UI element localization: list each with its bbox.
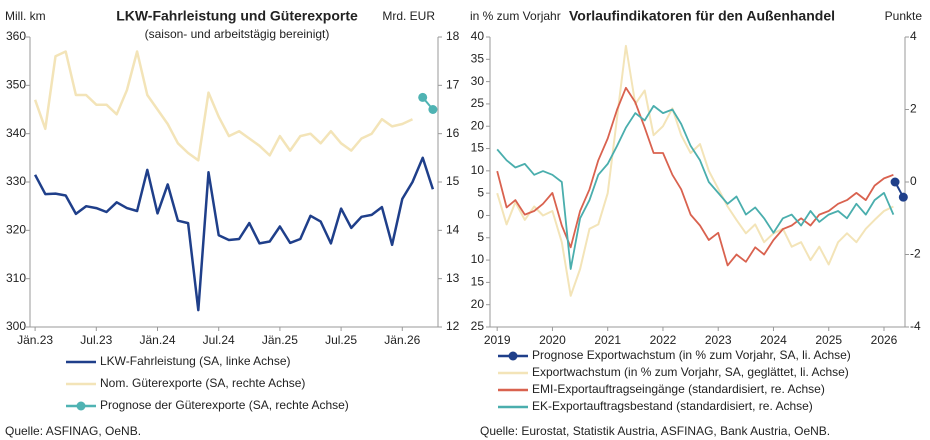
legend-marker <box>76 401 86 411</box>
x-tick-label: 2021 <box>594 333 621 347</box>
chart-title: LKW-Fahrleistung und Güterexporte <box>116 8 358 24</box>
x-tick-label: 2024 <box>760 333 787 347</box>
y-tick-label: 320 <box>6 223 26 237</box>
y-tick-label: 35 <box>471 51 485 65</box>
x-tick-label: 2025 <box>815 333 842 347</box>
y2-tick-label: 14 <box>446 223 460 237</box>
x-tick-label: 2026 <box>871 333 898 347</box>
y-tick-label: 10 <box>471 163 485 177</box>
y2-tick-label: 16 <box>446 126 460 140</box>
y-tick-label: 350 <box>6 78 26 92</box>
x-tick-label: Jän.23 <box>17 333 53 347</box>
y-tick-label: 310 <box>6 271 26 285</box>
y2-tick-label: 4 <box>910 29 917 43</box>
y2-axis-label: Mrd. EUR <box>382 9 435 23</box>
legend-label: LKW-Fahrleistung (SA, linke Achse) <box>100 354 291 368</box>
series-line <box>496 44 894 297</box>
y-tick-label: 40 <box>471 29 485 43</box>
series-point <box>898 192 908 202</box>
y2-tick-label: 12 <box>446 319 460 333</box>
source-note: Quelle: Eurostat, Statistik Austria, ASF… <box>480 424 830 438</box>
x-tick-label: Jul.23 <box>80 333 112 347</box>
y-tick-label: 20 <box>471 118 485 132</box>
y-tick-label: 15 <box>471 275 485 289</box>
y-tick-label: 15 <box>471 141 485 155</box>
y-tick-label: 30 <box>471 74 485 88</box>
x-tick-label: Jän.25 <box>262 333 298 347</box>
series-point <box>418 92 428 102</box>
y-tick-label: 25 <box>471 319 485 333</box>
legend-label: Nom. Güterexporte (SA, rechte Achse) <box>100 376 305 390</box>
series-point <box>890 177 900 187</box>
source-note: Quelle: ASFINAG, OeNB. <box>5 424 141 438</box>
legend-label: Prognose Exportwachstum (in % zum Vorjah… <box>532 348 851 362</box>
chart-subtitle: (saison- und arbeitstägig bereinigt) <box>145 27 330 41</box>
legend-label: Prognose der Güterexporte (SA, rechte Ac… <box>100 398 349 412</box>
y2-axis-label: Punkte <box>885 9 923 23</box>
y-tick-label: 5 <box>477 185 484 199</box>
y-tick-label: 0 <box>477 208 484 222</box>
y2-tick-label: 13 <box>446 271 460 285</box>
x-tick-label: Jul.25 <box>325 333 357 347</box>
y2-tick-label: 0 <box>910 174 917 188</box>
y2-tick-label: 2 <box>910 102 917 116</box>
legend-label: Exportwachstum (in % zum Vorjahr, SA, ge… <box>532 365 849 379</box>
x-tick-label: 2022 <box>650 333 677 347</box>
x-tick-label: 2020 <box>539 333 566 347</box>
x-tick-label: 2019 <box>484 333 511 347</box>
y-tick-label: 25 <box>471 96 485 110</box>
y2-tick-label: 18 <box>446 29 460 43</box>
series-line <box>496 105 895 270</box>
y2-tick-label: 15 <box>446 174 460 188</box>
series-line <box>33 156 435 312</box>
legend-label: EMI-Exportauftragseingänge (standardisie… <box>532 382 825 396</box>
series-line <box>496 86 894 267</box>
y2-tick-label: -2 <box>910 247 921 261</box>
y-axis-label: in % zum Vorjahr <box>470 9 561 23</box>
y2-tick-label: 17 <box>446 78 460 92</box>
x-tick-label: Jul.24 <box>203 333 235 347</box>
series-point <box>428 105 438 114</box>
x-tick-label: 2023 <box>705 333 732 347</box>
y-tick-label: 360 <box>6 29 26 43</box>
y-tick-label: 300 <box>6 319 26 333</box>
y-axis-label: Mill. km <box>5 9 46 23</box>
y-tick-label: 20 <box>471 297 485 311</box>
y-tick-label: 5 <box>477 230 484 244</box>
y-tick-label: 340 <box>6 126 26 140</box>
series-line <box>33 50 414 162</box>
y2-tick-label: -4 <box>910 319 921 333</box>
x-tick-label: Jän.24 <box>139 333 175 347</box>
y-tick-label: 330 <box>6 174 26 188</box>
chart-title: Vorlaufindikatoren für den Außenhandel <box>569 8 835 24</box>
legend-marker <box>508 351 518 361</box>
x-tick-label: Jän.26 <box>384 333 420 347</box>
legend-label: EK-Exportauftragsbestand (standardisiert… <box>532 399 813 413</box>
y-tick-label: 10 <box>471 252 485 266</box>
